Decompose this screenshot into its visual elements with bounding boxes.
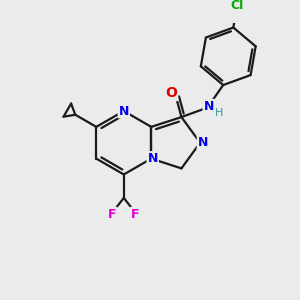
Text: F: F [131, 208, 140, 221]
Text: N: N [198, 136, 208, 149]
Text: N: N [148, 152, 158, 165]
Text: N: N [118, 104, 129, 118]
Text: N: N [204, 100, 214, 113]
Text: Cl: Cl [231, 0, 244, 11]
Text: O: O [165, 86, 177, 100]
Text: F: F [108, 208, 117, 221]
Text: H: H [215, 108, 223, 118]
